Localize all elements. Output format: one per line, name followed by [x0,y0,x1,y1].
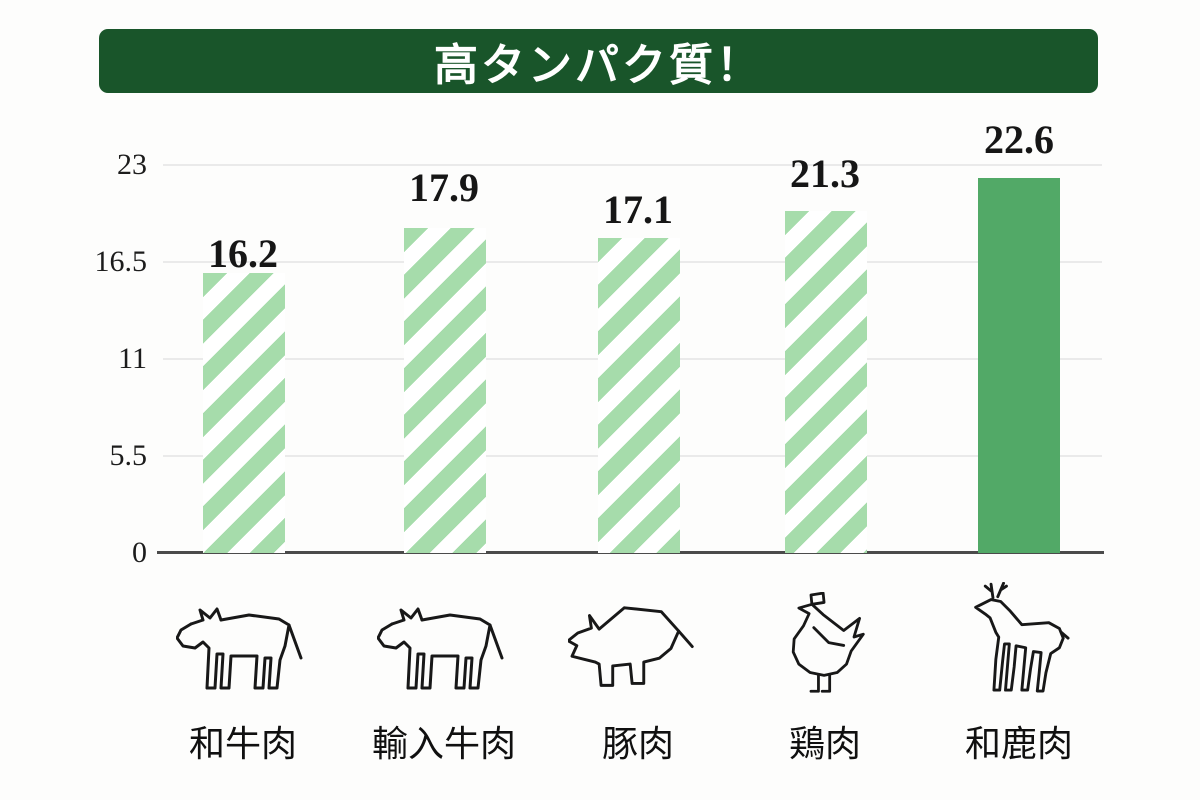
y-tick-5-5: 5.5 [109,439,148,472]
bar-value-chicken: 21.3 [790,151,860,196]
y-tick-23: 23 [117,148,147,181]
category-label-pork: 豚肉 [601,724,674,764]
bar-value-venison: 22.6 [984,117,1054,162]
bar-value-pork: 17.1 [603,187,673,232]
category-label-venison: 和鹿肉 [964,724,1073,764]
category-label-chicken: 鶏肉 [788,724,861,764]
y-tick-11: 11 [118,342,147,375]
pig-icon [568,600,704,697]
cow-icon [176,598,310,694]
bar-imported-beef [404,228,486,553]
bar-value-imported-beef: 17.9 [409,165,479,210]
title-banner: 高タンパク質！ [99,29,1098,93]
bar-wagyu-beef [203,273,285,553]
gridline-23 [163,164,1102,166]
y-tick-0: 0 [132,536,147,569]
deer-icon [966,582,1070,700]
chicken-icon [782,592,868,697]
category-label-imported-beef: 輸入牛肉 [371,724,516,764]
cow-icon [377,598,511,694]
bar-venison [978,178,1060,553]
bar-value-wagyu-beef: 16.2 [208,231,278,276]
y-tick-16-5: 16.5 [94,245,148,278]
page-title: 高タンパク質！ [434,41,763,90]
category-label-wagyu-beef: 和牛肉 [188,724,297,764]
bar-chicken [785,211,867,553]
bar-pork [598,238,680,553]
